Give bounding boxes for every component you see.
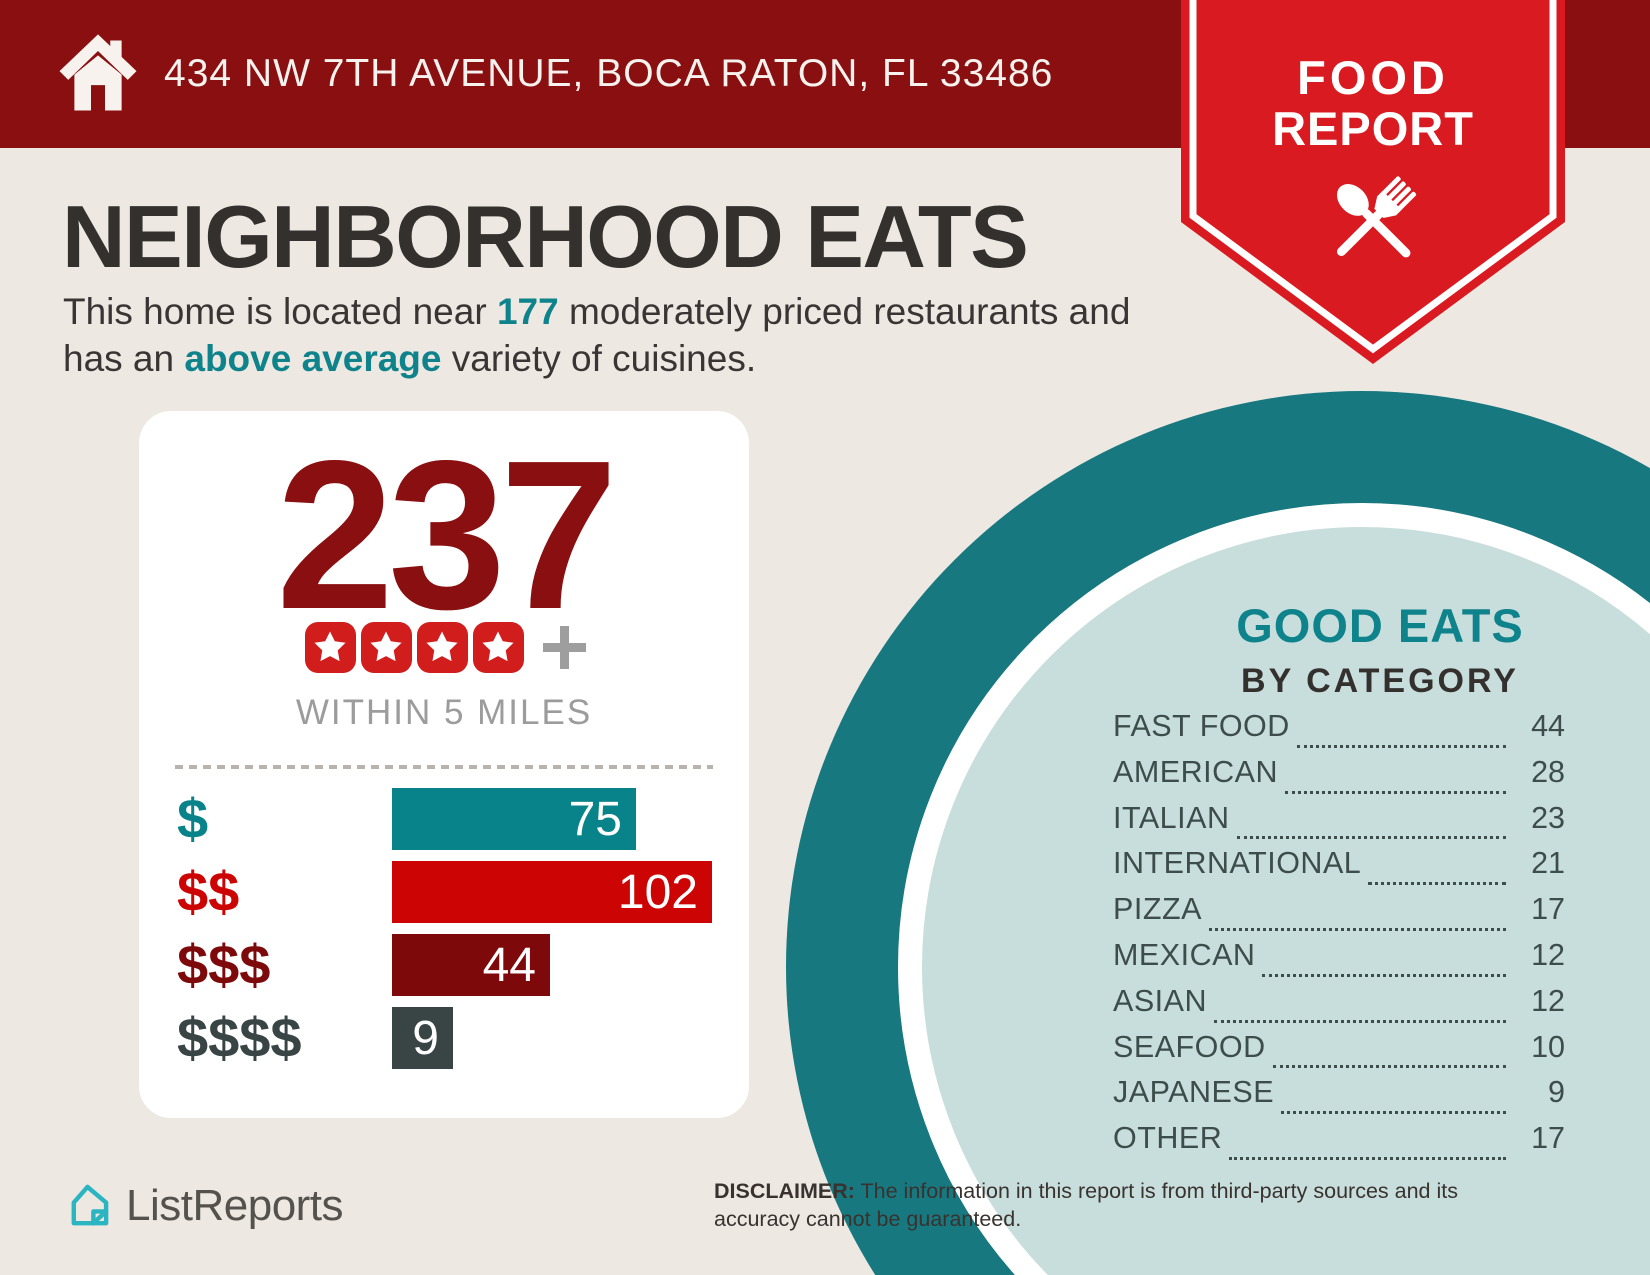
category-list: FAST FOOD 44 AMERICAN 28 ITALIAN 23 INTERNATIO… (1113, 709, 1565, 1167)
price-bars: $75 $$ 102 $$$ 44 $$$$ 9 (139, 788, 749, 1080)
category-row: AMERICAN 28 (1113, 755, 1565, 801)
star-icon (416, 621, 468, 673)
price-tier-bar: 102 (392, 861, 712, 923)
category-label: PIZZA (1113, 892, 1202, 927)
category-label: SEAFOOD (1113, 1029, 1266, 1064)
dashed-divider (175, 765, 713, 769)
rating-plus-icon (543, 625, 586, 669)
category-label: MEXICAN (1113, 937, 1256, 972)
dotted-leader (1208, 927, 1506, 931)
price-tier-bar: 9 (392, 1007, 453, 1069)
category-label: ASIAN (1113, 983, 1208, 1018)
badge-title-line2: REPORT (1272, 102, 1474, 155)
dotted-leader (1296, 744, 1506, 748)
badge-title-line1: FOOD (1297, 51, 1449, 104)
food-report-badge: FOOD REPORT (1181, 0, 1565, 366)
price-tier-bar: 75 (392, 788, 636, 850)
listreports-wordmark: ListReports (126, 1181, 344, 1230)
dotted-leader (1236, 836, 1506, 840)
restaurant-count-highlight: 177 (496, 291, 559, 332)
price-tier-label: $$ (177, 860, 240, 923)
dotted-leader (1368, 882, 1506, 886)
category-value: 28 (1531, 754, 1565, 789)
category-value: 12 (1531, 937, 1565, 972)
category-row: JAPANESE 9 (1113, 1075, 1565, 1121)
category-row: PIZZA 17 (1113, 892, 1565, 938)
page-title: NEIGHBORHOOD EATS (62, 187, 1029, 286)
category-label: OTHER (1113, 1121, 1223, 1156)
price-tier-label: $ (177, 787, 209, 850)
star-icon (360, 621, 412, 673)
category-label: INTERNATIONAL (1113, 846, 1362, 881)
dotted-leader (1229, 1156, 1506, 1160)
total-restaurant-count: 237 (276, 416, 618, 653)
intro-text: This home is located near 177 moderately… (63, 288, 1143, 382)
listreports-house-icon (71, 1184, 109, 1225)
category-value: 17 (1531, 1121, 1565, 1156)
category-label: FAST FOOD (1113, 709, 1290, 743)
restaurant-stats-card: 237 WITHIN 5 MILES $75 $$ 102 $$$ 44 $$$$ 9 (139, 411, 749, 1118)
category-row: FAST FOOD 44 (1113, 709, 1565, 755)
category-row: MEXICAN 12 (1113, 938, 1565, 984)
category-value: 44 (1531, 709, 1565, 743)
star-icon (304, 621, 356, 673)
category-row: INTERNATIONAL 21 (1113, 846, 1565, 892)
home-icon (59, 34, 137, 111)
price-tier-value: 9 (412, 1011, 439, 1065)
category-label: AMERICAN (1113, 754, 1278, 789)
category-row: ITALIAN 23 (1113, 801, 1565, 847)
price-bar-row: $$ 102 (139, 861, 749, 923)
category-row: OTHER 17 (1113, 1121, 1565, 1167)
category-value: 21 (1531, 846, 1565, 881)
variety-highlight: above average (184, 338, 442, 379)
dotted-leader (1272, 1065, 1506, 1069)
category-label: JAPANESE (1113, 1075, 1275, 1110)
star-icon (472, 621, 524, 673)
dotted-leader (1285, 790, 1506, 794)
price-tier-value: 75 (568, 792, 622, 846)
listreports-logo: ListReports (64, 1181, 344, 1231)
price-tier-value: 44 (482, 938, 536, 992)
price-bar-row: $75 (139, 788, 749, 850)
category-value: 17 (1531, 892, 1565, 927)
price-tier-value: 102 (617, 865, 698, 919)
price-tier-bar: 44 (392, 934, 550, 996)
crossed-spoon-fork-icon (1336, 176, 1417, 258)
disclaimer-text: The information in this report is from t… (714, 1179, 1458, 1231)
price-bar-row: $$$$ 9 (139, 1007, 749, 1069)
star-rating (139, 621, 749, 673)
price-tier-label: $$$ (177, 933, 271, 996)
disclaimer-label: DISCLAIMER: (714, 1179, 855, 1203)
category-value: 12 (1531, 983, 1565, 1018)
dotted-leader (1214, 1019, 1506, 1023)
dotted-leader (1281, 1111, 1506, 1115)
dotted-leader (1262, 973, 1506, 977)
category-value: 23 (1531, 800, 1565, 835)
price-bar-row: $$$ 44 (139, 934, 749, 996)
intro-text-part: This home is located near (63, 291, 497, 332)
good-eats-title: GOOD EATS (1236, 599, 1524, 652)
disclaimer: DISCLAIMER: The information in this repo… (714, 1178, 1549, 1233)
intro-text-part: moderately priced restaurants and has an (63, 291, 1131, 379)
price-tier-label: $$$$ (177, 1006, 302, 1069)
category-value: 9 (1548, 1075, 1565, 1110)
category-value: 10 (1531, 1029, 1565, 1064)
category-row: SEAFOOD 10 (1113, 1030, 1565, 1076)
category-label: ITALIAN (1113, 800, 1230, 835)
good-eats-header: GOOD EATS BY CATEGORY (1130, 598, 1630, 701)
property-address: 434 NW 7TH AVENUE, BOCA RATON, FL 33486 (164, 52, 1054, 95)
intro-text-part: variety of cuisines. (441, 338, 757, 379)
category-row: ASIAN 12 (1113, 984, 1565, 1030)
radius-label: WITHIN 5 MILES (295, 693, 593, 732)
good-eats-subtitle: BY CATEGORY (1241, 662, 1519, 700)
